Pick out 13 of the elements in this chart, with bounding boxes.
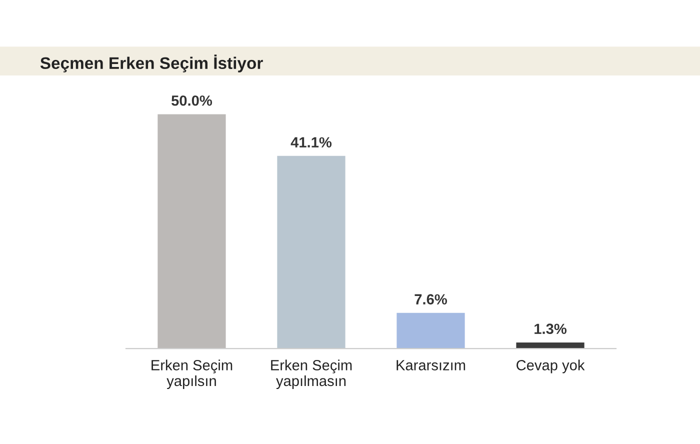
bar (516, 342, 584, 349)
data-label: 1.3% (534, 324, 567, 334)
bar (277, 156, 346, 349)
data-label: 41.1% (290, 137, 332, 148)
data-label: 50.0% (172, 95, 212, 106)
x-tick-label: Erken Seçim yapılsın (152, 360, 232, 390)
x-tick-label: Cevap yok (516, 360, 585, 374)
chart-title: Seçmen Erken Seçim İstiyor (40, 54, 263, 72)
x-tick-label: Erken Seçim yapılmasın (271, 360, 352, 390)
bar (396, 312, 465, 349)
data-label: 7.6% (414, 294, 447, 304)
x-tick-label: Kararsızım (396, 360, 466, 370)
bar (158, 114, 226, 349)
